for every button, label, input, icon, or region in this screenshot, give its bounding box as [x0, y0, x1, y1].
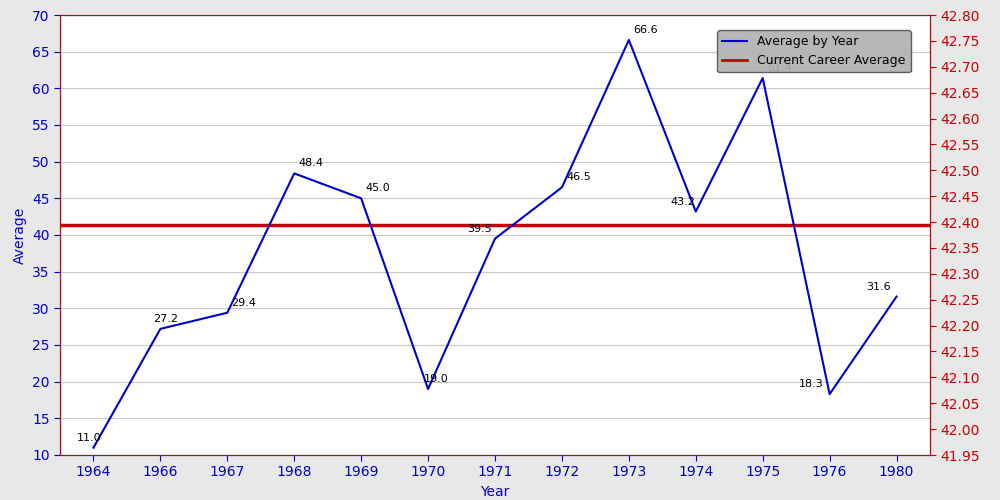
- Text: 48.4: 48.4: [298, 158, 323, 168]
- Text: 46.5: 46.5: [566, 172, 591, 182]
- Text: 11.0: 11.0: [77, 432, 101, 442]
- Text: 27.2: 27.2: [153, 314, 178, 324]
- Text: 39.5: 39.5: [467, 224, 492, 234]
- Text: 61.4: 61.4: [767, 63, 792, 73]
- Text: 43.2: 43.2: [671, 196, 696, 206]
- Y-axis label: Average: Average: [12, 206, 26, 264]
- X-axis label: Year: Year: [480, 485, 510, 499]
- Text: 19.0: 19.0: [424, 374, 449, 384]
- Text: 29.4: 29.4: [231, 298, 256, 308]
- Text: 18.3: 18.3: [799, 379, 824, 389]
- Text: 31.6: 31.6: [866, 282, 891, 292]
- Text: 45.0: 45.0: [365, 184, 390, 194]
- Legend: Average by Year, Current Career Average: Average by Year, Current Career Average: [717, 30, 911, 72]
- Text: 66.6: 66.6: [633, 25, 658, 35]
